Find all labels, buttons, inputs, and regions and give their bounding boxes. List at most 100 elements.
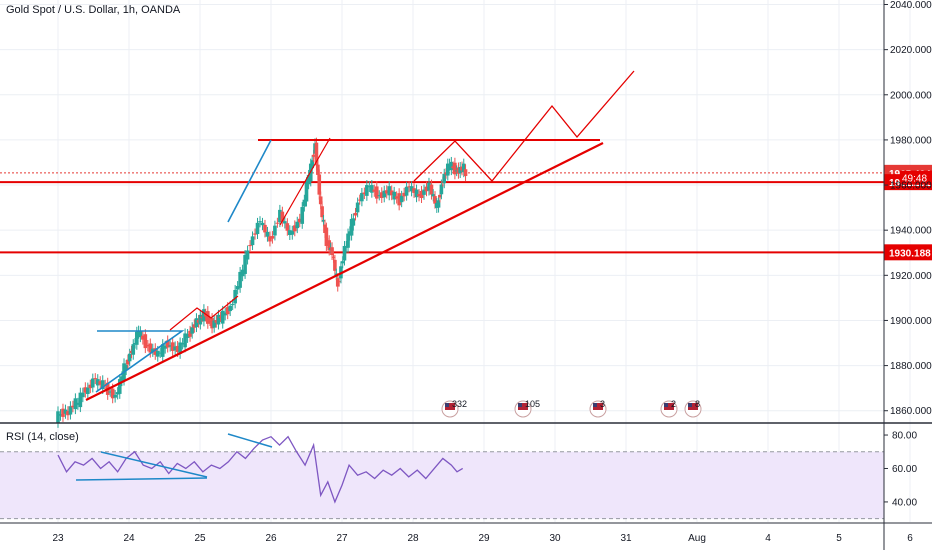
candle-body — [170, 342, 175, 351]
candle-body — [210, 318, 214, 329]
triangle-pattern-1 — [95, 330, 185, 393]
candle-body — [290, 230, 295, 235]
event-flag-stripes — [664, 403, 674, 410]
candle-body — [131, 344, 136, 355]
candle-body — [260, 222, 265, 226]
candle-body — [212, 320, 216, 328]
candle-body — [318, 196, 323, 205]
candle-body — [311, 154, 316, 157]
candle-body — [168, 345, 172, 347]
candle-body — [250, 236, 255, 246]
rsi-layer — [57, 435, 464, 504]
candle-body — [243, 255, 247, 274]
x-tick-label: 30 — [549, 533, 561, 544]
candle-body — [238, 271, 242, 288]
candle-body — [292, 225, 297, 232]
candle-body — [146, 344, 150, 347]
candle-body — [185, 333, 190, 338]
candle-body — [372, 189, 377, 192]
candle-body — [453, 162, 457, 175]
candle-body — [310, 160, 314, 169]
candle-body — [436, 200, 441, 208]
y-tick-label: 1980.000 — [890, 135, 932, 146]
candle-body — [295, 221, 300, 229]
candle-body — [163, 345, 168, 349]
x-tick-label: 25 — [194, 533, 206, 544]
x-tick-label: 29 — [478, 533, 490, 544]
candle-body — [278, 209, 282, 223]
event-count-label: 3 — [600, 399, 605, 409]
candle-body — [78, 392, 83, 408]
price-level-tag — [884, 244, 932, 261]
candle-body — [379, 192, 384, 199]
candle-body — [95, 379, 100, 386]
candle-body — [230, 304, 235, 306]
candle-body — [314, 142, 319, 166]
candle-body — [327, 240, 332, 251]
candle-body — [424, 186, 429, 192]
event-count-label: 2 — [671, 399, 676, 409]
event-count-label: 332 — [452, 399, 467, 409]
candle-body — [442, 173, 447, 184]
candle-body — [382, 190, 387, 198]
candle-body — [198, 314, 203, 325]
candle-body — [384, 190, 389, 194]
candle-body — [150, 348, 155, 352]
candle-body — [188, 330, 192, 337]
countdown-label: 49:48 — [902, 174, 927, 185]
candle-body — [203, 313, 208, 317]
y-tick-label: 1860.000 — [890, 406, 932, 417]
candle-body — [160, 344, 165, 357]
event-flag-canton — [518, 403, 522, 407]
candle-body — [302, 199, 307, 207]
candle-body — [449, 161, 454, 171]
candle-body — [208, 320, 212, 322]
candle-body — [81, 392, 85, 398]
candle-body — [429, 184, 434, 195]
y-tick-label: 2000.000 — [890, 90, 932, 101]
candle-body — [321, 220, 326, 222]
candle-body — [120, 376, 124, 382]
candle-body — [245, 250, 250, 260]
candle-body — [353, 212, 358, 216]
candle-body — [126, 359, 130, 365]
x-tick-label: Aug — [688, 533, 706, 544]
countdown-tag — [900, 170, 932, 185]
candle-body — [183, 333, 187, 348]
candle-body — [117, 379, 122, 394]
candle-body — [240, 269, 245, 277]
candle-body — [360, 192, 364, 202]
event-count-label: 105 — [525, 399, 540, 409]
x-tick-label: 27 — [336, 533, 348, 544]
candle-body — [304, 182, 309, 202]
candle-body — [66, 411, 70, 416]
event-flag-canton — [593, 403, 597, 407]
candle-body — [216, 314, 221, 325]
candle-body — [461, 163, 466, 173]
candle-body — [335, 278, 340, 287]
candle-body — [324, 227, 329, 246]
ascending-trendline — [85, 142, 604, 401]
candle-body — [124, 365, 128, 371]
candle-body — [214, 319, 219, 323]
marker-layer: 332 105 3 2 8 — [441, 399, 702, 418]
candle-body — [248, 245, 252, 247]
rsi-divergence-lower — [75, 477, 208, 481]
candle-body — [337, 281, 341, 283]
candle-body — [273, 225, 277, 236]
event-flag-stripes — [593, 403, 603, 410]
candle-body — [110, 388, 115, 399]
candle-body — [346, 233, 350, 248]
candle-body — [265, 231, 270, 237]
candle-body — [76, 402, 80, 405]
candle-body — [370, 185, 374, 193]
event-flag-canton — [688, 403, 692, 407]
y-tick-label: 1960.000 — [890, 181, 932, 192]
y-tick-label: 1880.000 — [890, 361, 932, 372]
candle-body — [165, 340, 170, 348]
candle-body — [253, 233, 257, 235]
candle-body — [351, 218, 356, 226]
rsi-divergence-right — [227, 433, 273, 448]
